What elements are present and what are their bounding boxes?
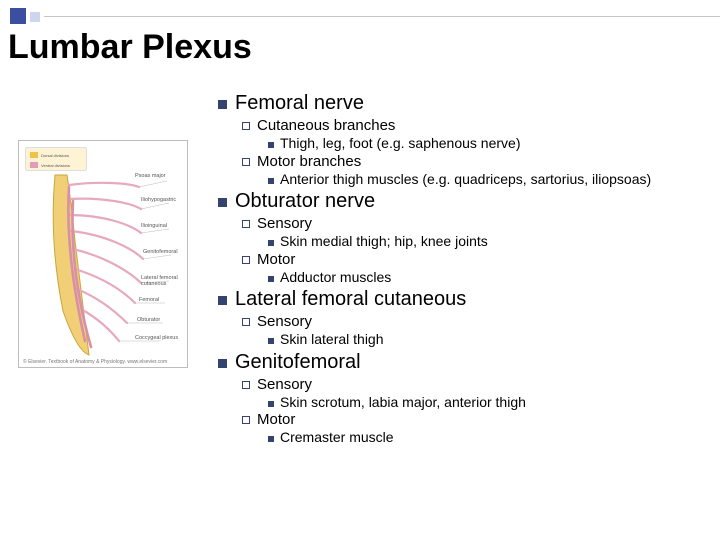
header-decor (10, 8, 140, 24)
bullet-square-filled-icon (218, 296, 227, 305)
outline-lv2-label: Motor (257, 411, 295, 428)
outline-lv1-item: Femoral nerveCutaneous branchesThigh, le… (218, 92, 718, 188)
outline-lv1-label: Femoral nerve (235, 92, 364, 115)
anatomy-figure: Dorsal divisions Ventral divisions (18, 140, 188, 368)
bullet-square-hollow-icon (242, 158, 250, 166)
figure-label: Ilioinguinal (141, 223, 167, 229)
figure-label: Obturator (137, 317, 160, 323)
decor-square-dark (10, 8, 26, 24)
outline-lv1-label: Genitofemoral (235, 351, 361, 374)
bullet-square-hollow-icon (242, 122, 250, 130)
slide: Lumbar Plexus Dorsal divisions Ventral d… (0, 0, 720, 540)
outline-lv3-item: Thigh, leg, foot (e.g. saphenous nerve) (268, 135, 718, 153)
outline-lv3-item: Anterior thigh muscles (e.g. quadriceps,… (268, 171, 718, 189)
bullet-square-filled-icon (218, 198, 227, 207)
outline-lv2-label: Motor branches (257, 153, 361, 170)
outline-lv1-label: Lateral femoral cutaneous (235, 288, 466, 311)
outline-lv3-item: Skin scrotum, labia major, anterior thig… (268, 394, 718, 412)
bullet-square-hollow-icon (242, 381, 250, 389)
decor-line (44, 16, 720, 17)
outline-lv3-label: Thigh, leg, foot (e.g. saphenous nerve) (280, 135, 520, 153)
figure-label: Coccygeal plexus (135, 335, 178, 341)
outline-lv3-label: Skin medial thigh; hip, knee joints (280, 233, 488, 251)
outline-lv2-item: MotorCremaster muscle (242, 411, 718, 447)
outline-lv1-label: Obturator nerve (235, 190, 375, 213)
figure-caption: © Elsevier. Textbook of Anatomy & Physio… (23, 359, 167, 365)
outline-lv3-item: Skin medial thigh; hip, knee joints (268, 233, 718, 251)
bullet-square-filled-icon (218, 359, 227, 368)
bullet-square-small-icon (268, 401, 274, 407)
outline-lv3-item: Cremaster muscle (268, 429, 718, 447)
figure-label: Psoas major (135, 173, 166, 179)
outline-lv3-label: Anterior thigh muscles (e.g. quadriceps,… (280, 171, 651, 189)
outline-lv3-item: Adductor muscles (268, 269, 718, 287)
bullet-square-filled-icon (218, 100, 227, 109)
bullet-square-small-icon (268, 436, 274, 442)
outline-lv2-label: Sensory (257, 215, 312, 232)
outline-lv2-item: SensorySkin scrotum, labia major, anteri… (242, 376, 718, 412)
outline-lv3-label: Cremaster muscle (280, 429, 394, 447)
bullet-square-small-icon (268, 142, 274, 148)
outline-lv2-label: Motor (257, 251, 295, 268)
figure-label: Femoral (139, 297, 159, 303)
outline-lv2-item: Cutaneous branchesThigh, leg, foot (e.g.… (242, 117, 718, 153)
outline-lv2-item: Motor branchesAnterior thigh muscles (e.… (242, 153, 718, 189)
outline-lv2-item: MotorAdductor muscles (242, 251, 718, 287)
outline: Femoral nerveCutaneous branchesThigh, le… (218, 92, 718, 449)
bullet-square-small-icon (268, 276, 274, 282)
outline-lv1-item: GenitofemoralSensorySkin scrotum, labia … (218, 351, 718, 447)
bullet-square-small-icon (268, 240, 274, 246)
figure-label: Lateral femoral cutaneous (141, 275, 187, 287)
outline-lv2-label: Sensory (257, 376, 312, 393)
bullet-square-small-icon (268, 338, 274, 344)
bullet-square-small-icon (268, 178, 274, 184)
outline-lv3-item: Skin lateral thigh (268, 331, 718, 349)
outline-lv2-item: SensorySkin medial thigh; hip, knee join… (242, 215, 718, 251)
bullet-square-hollow-icon (242, 416, 250, 424)
figure-label: Genitofemoral (143, 249, 178, 255)
outline-lv3-label: Adductor muscles (280, 269, 391, 287)
outline-lv1-item: Obturator nerveSensorySkin medial thigh;… (218, 190, 718, 286)
outline-lv2-label: Cutaneous branches (257, 117, 395, 134)
decor-square-light (30, 12, 40, 22)
outline-lv2-item: SensorySkin lateral thigh (242, 313, 718, 349)
figure-label: Iliohypogastric (141, 197, 176, 203)
bullet-square-hollow-icon (242, 318, 250, 326)
outline-lv3-label: Skin scrotum, labia major, anterior thig… (280, 394, 526, 412)
bullet-square-hollow-icon (242, 220, 250, 228)
outline-lv1-item: Lateral femoral cutaneousSensorySkin lat… (218, 288, 718, 349)
page-title: Lumbar Plexus (8, 28, 252, 67)
outline-lv2-label: Sensory (257, 313, 312, 330)
bullet-square-hollow-icon (242, 256, 250, 264)
outline-lv3-label: Skin lateral thigh (280, 331, 384, 349)
